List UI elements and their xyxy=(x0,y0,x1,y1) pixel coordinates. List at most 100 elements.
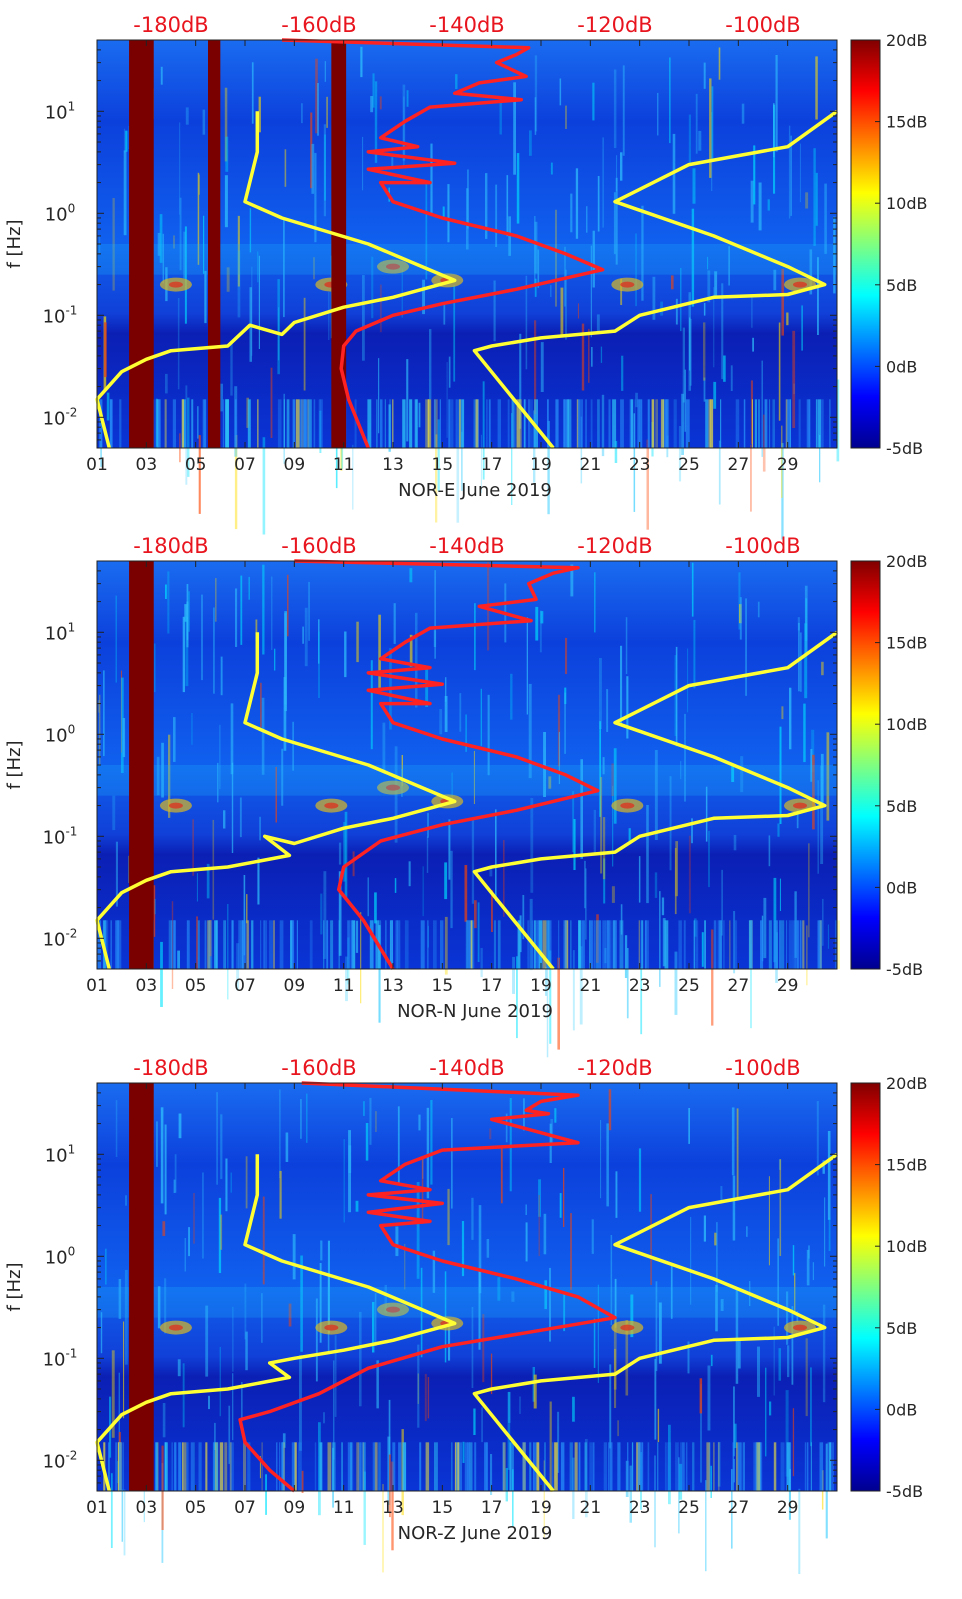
microseism-band xyxy=(97,765,837,796)
noise-streak xyxy=(182,1363,185,1428)
x-tick-label: 19 xyxy=(530,1498,552,1518)
y-tick-base: 10 xyxy=(43,827,66,848)
noise-streak xyxy=(534,216,536,286)
noise-streak xyxy=(204,270,207,324)
low-frequency-band xyxy=(279,920,284,969)
low-frequency-band xyxy=(461,399,465,448)
noise-streak xyxy=(98,700,100,713)
noise-streak xyxy=(508,216,511,256)
low-frequency-band xyxy=(555,399,559,448)
noise-streak xyxy=(173,1179,176,1193)
noise-streak xyxy=(490,1454,493,1495)
noise-streak xyxy=(255,619,258,642)
low-frequency-band xyxy=(277,399,282,448)
low-frequency-band xyxy=(470,920,473,969)
noise-streak xyxy=(630,1294,634,1338)
noise-streak xyxy=(769,1401,772,1416)
x-tick-label: 21 xyxy=(580,976,602,996)
noise-streak xyxy=(606,1123,609,1207)
low-frequency-band xyxy=(819,1442,824,1491)
low-frequency-band xyxy=(817,399,821,448)
low-frequency-band xyxy=(198,1442,202,1491)
noise-streak xyxy=(177,1359,181,1377)
low-frequency-band xyxy=(758,399,760,448)
microseism-core xyxy=(386,1306,400,1313)
noise-streak xyxy=(687,1341,690,1374)
noise-streak xyxy=(493,280,496,342)
noise-streak xyxy=(323,871,327,959)
noise-streak xyxy=(688,292,691,391)
x-tick-label: 11 xyxy=(333,976,355,996)
low-frequency-band xyxy=(705,399,709,448)
low-frequency-band xyxy=(187,920,189,969)
x-tick-label: 27 xyxy=(728,1498,750,1518)
low-frequency-band xyxy=(737,1442,742,1491)
low-frequency-band xyxy=(451,1442,453,1491)
low-frequency-band xyxy=(554,1442,558,1491)
low-frequency-band xyxy=(509,1442,512,1491)
noise-streak xyxy=(620,904,623,935)
noise-streak xyxy=(378,925,381,1023)
low-frequency-band xyxy=(286,399,290,448)
noise-streak xyxy=(437,419,440,491)
noise-streak xyxy=(257,251,259,283)
noise-streak xyxy=(503,840,505,917)
noise-streak xyxy=(455,74,458,89)
noise-streak xyxy=(564,692,566,754)
noise-streak xyxy=(394,878,397,893)
low-frequency-band xyxy=(507,399,510,448)
noise-streak xyxy=(591,1219,594,1254)
noise-streak xyxy=(684,713,686,802)
noise-streak xyxy=(620,645,623,724)
noise-streak xyxy=(198,435,201,514)
y-tick-label: 10-2 xyxy=(43,1448,78,1472)
x-tick-label: 15 xyxy=(432,976,454,996)
noise-streak xyxy=(519,333,522,429)
low-frequency-band xyxy=(590,399,593,448)
noise-streak xyxy=(635,392,638,408)
noise-streak xyxy=(128,855,130,883)
noise-streak xyxy=(804,623,808,699)
low-frequency-band xyxy=(204,920,207,969)
noise-streak xyxy=(323,1412,325,1424)
low-frequency-band xyxy=(788,920,793,969)
top-db-label: -120dB xyxy=(577,13,652,37)
noise-streak xyxy=(161,742,164,798)
noise-streak xyxy=(409,634,413,667)
noise-streak xyxy=(611,763,614,796)
noise-streak xyxy=(826,732,830,821)
low-frequency-band xyxy=(323,920,325,969)
noise-streak xyxy=(675,841,678,897)
microseism-core xyxy=(620,1324,635,1331)
noise-streak xyxy=(448,819,451,880)
low-frequency-band xyxy=(181,399,184,448)
noise-streak xyxy=(427,1377,430,1419)
noise-streak xyxy=(121,1489,123,1542)
noise-streak xyxy=(480,434,482,493)
noise-streak xyxy=(208,1395,210,1410)
yellow-noise-curve-right xyxy=(472,109,839,450)
low-frequency-band xyxy=(290,920,292,969)
noise-streak xyxy=(781,706,784,720)
noise-streak xyxy=(519,915,522,953)
low-frequency-band xyxy=(734,920,738,969)
low-frequency-band xyxy=(693,920,696,969)
noise-streak xyxy=(781,425,783,498)
noise-streak xyxy=(367,877,369,917)
low-frequency-band xyxy=(378,1442,381,1491)
red-noise-curve xyxy=(238,1081,617,1493)
noise-streak xyxy=(177,298,180,390)
x-tick-label: 01 xyxy=(86,1498,108,1518)
data-gap xyxy=(208,40,221,448)
colorbar-label: 20dB xyxy=(886,1074,928,1093)
noise-streak xyxy=(740,756,744,793)
low-frequency-band xyxy=(593,920,595,969)
low-frequency-band xyxy=(765,399,768,448)
noise-streak xyxy=(486,1239,490,1258)
x-tick-label: 25 xyxy=(678,455,700,475)
x-tick-label: 19 xyxy=(530,976,552,996)
noise-streak xyxy=(251,62,254,124)
low-frequency-band xyxy=(769,399,771,448)
low-frequency-band xyxy=(182,399,186,448)
noise-streak xyxy=(791,1306,794,1385)
